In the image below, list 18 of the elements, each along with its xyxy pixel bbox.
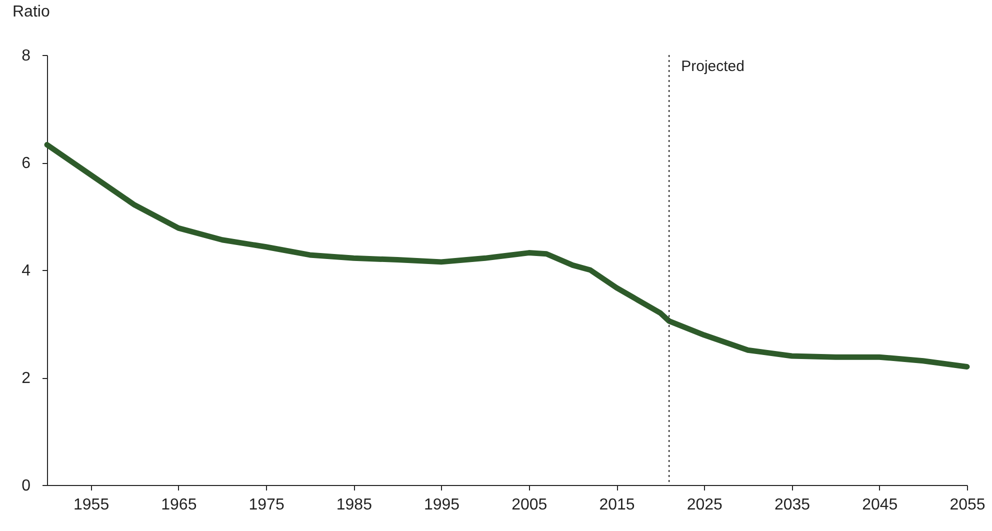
x-tick-label: 2045 — [862, 496, 898, 514]
y-tick-label: 4 — [22, 262, 31, 280]
x-tick-label: 2055 — [950, 496, 986, 514]
x-tick-label: 1975 — [248, 496, 284, 514]
x-tick-label: 1965 — [161, 496, 197, 514]
x-tick-label: 2005 — [512, 496, 548, 514]
y-axis-title: Ratio — [12, 4, 50, 20]
x-tick-label: 2015 — [599, 496, 635, 514]
ref-line-label: Projected — [681, 58, 744, 75]
y-tick-label: 0 — [22, 478, 31, 494]
x-tick-label: 1955 — [74, 496, 110, 514]
x-tick-label: 2025 — [686, 496, 723, 514]
x-tick-label: 2035 — [774, 496, 810, 514]
x-tick-label: 1995 — [424, 496, 460, 514]
y-tick-label: 8 — [22, 48, 31, 64]
x-tick-label: 1985 — [336, 496, 372, 514]
y-tick-label: 6 — [22, 155, 31, 172]
y-tick-label: 2 — [22, 370, 31, 387]
